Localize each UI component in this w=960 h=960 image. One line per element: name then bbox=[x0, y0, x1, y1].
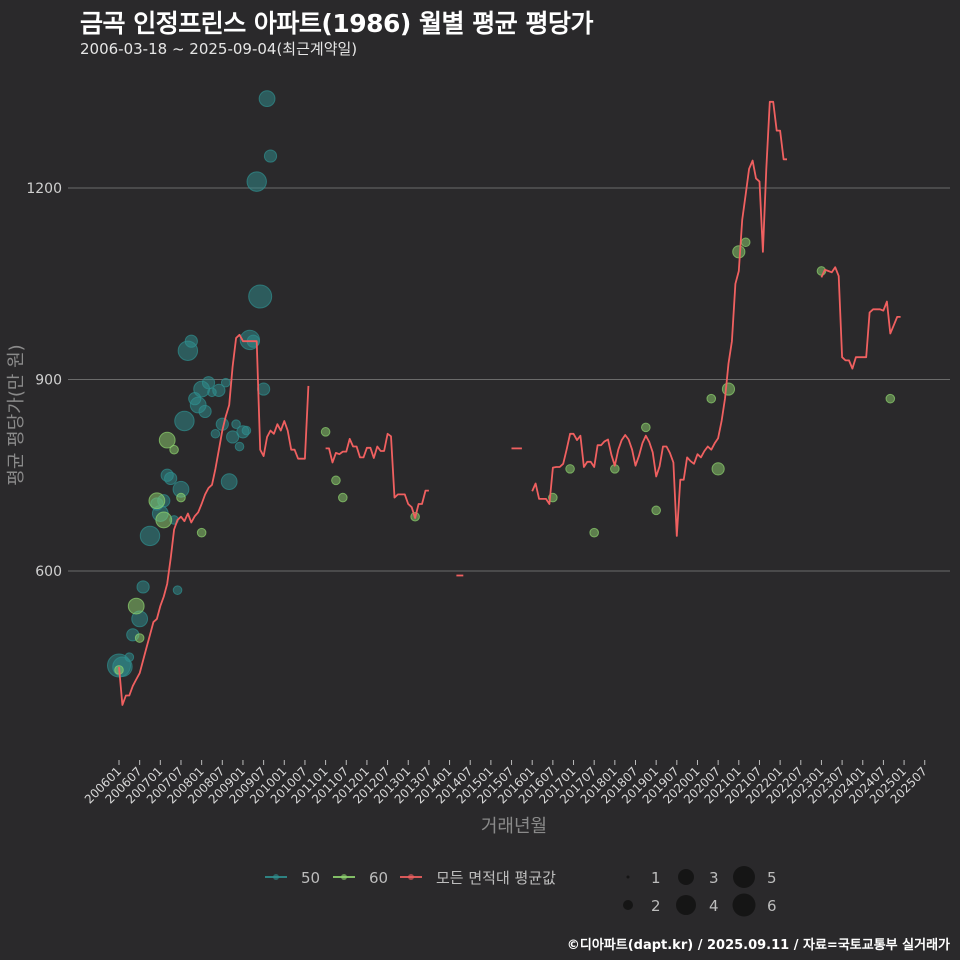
data-bubble bbox=[158, 431, 176, 449]
data-bubble bbox=[174, 410, 195, 432]
y-tick-label: 600 bbox=[35, 564, 62, 580]
data-bubble bbox=[565, 464, 575, 474]
data-bubble bbox=[231, 419, 241, 429]
data-bubble bbox=[651, 505, 661, 516]
data-bubble bbox=[711, 462, 725, 476]
data-bubble bbox=[201, 376, 216, 390]
average-line bbox=[118, 100, 901, 706]
data-bubble bbox=[234, 441, 245, 452]
chart-title: 금곡 인정프린스 아파트(1986) 월별 평균 평당가 bbox=[80, 9, 593, 38]
legend-size-label: 3 bbox=[709, 869, 719, 887]
data-bubble bbox=[127, 597, 145, 615]
gridlines bbox=[68, 187, 950, 572]
legend-label: 60 bbox=[369, 869, 388, 887]
footer-credit: ©디아파트(dapt.kr) / 2025.09.11 / 자료=국토교통부 실… bbox=[566, 938, 950, 953]
data-bubble bbox=[338, 492, 348, 503]
chart-subtitle: 2006-03-18 ~ 2025-09-04(최근계약일) bbox=[80, 40, 358, 58]
data-bubble bbox=[263, 149, 278, 163]
legend-size-key bbox=[733, 866, 755, 888]
data-bubble bbox=[184, 334, 198, 348]
data-bubble bbox=[226, 430, 240, 444]
data-bubble bbox=[198, 404, 212, 419]
y-tick-label: 1200 bbox=[26, 181, 62, 197]
data-bubble bbox=[210, 428, 221, 439]
data-bubble bbox=[212, 383, 226, 397]
y-tick-label: 900 bbox=[35, 373, 62, 389]
legend-size-label: 5 bbox=[767, 869, 777, 887]
data-bubble bbox=[164, 471, 178, 486]
legend-size-key bbox=[626, 875, 630, 879]
legend: 50 60 모든 면적대 평균값 1 2 3 4 5 6 bbox=[265, 866, 777, 917]
legend-size-key bbox=[732, 893, 756, 917]
average-line-segment bbox=[531, 100, 787, 537]
data-bubble bbox=[148, 492, 166, 510]
data-bubble bbox=[706, 393, 717, 404]
legend-size-label: 4 bbox=[709, 897, 719, 915]
data-bubble bbox=[732, 245, 746, 259]
x-axis-label: 거래년월 bbox=[481, 816, 547, 837]
legend-size-key bbox=[676, 895, 696, 915]
data-bubble bbox=[248, 284, 273, 309]
legend-label: 모든 면적대 평균값 bbox=[436, 869, 556, 887]
data-bubble bbox=[196, 527, 207, 538]
data-bubble bbox=[258, 90, 276, 108]
data-bubble bbox=[740, 237, 751, 248]
data-bubble bbox=[320, 427, 331, 437]
data-bubble bbox=[257, 382, 271, 396]
average-line-segment bbox=[325, 432, 429, 519]
data-bubble bbox=[331, 475, 341, 486]
data-bubble bbox=[885, 393, 896, 404]
x-axis-ticks: 2006012006072007012007072008012008072009… bbox=[82, 760, 930, 807]
data-bubble bbox=[220, 473, 238, 491]
data-bubble bbox=[589, 527, 599, 538]
legend-size-label: 2 bbox=[651, 897, 661, 915]
y-axis-ticks: 600 900 1200 bbox=[26, 181, 62, 580]
bubble-layer bbox=[107, 90, 896, 678]
y-axis-label: 평균 평당가(만 원) bbox=[6, 344, 27, 485]
data-bubble bbox=[641, 422, 651, 433]
legend-size-key bbox=[623, 900, 633, 910]
average-line-segment bbox=[820, 266, 901, 370]
data-bubble bbox=[136, 580, 150, 594]
data-bubble bbox=[241, 425, 252, 436]
legend-label: 50 bbox=[301, 869, 320, 887]
data-bubble bbox=[139, 525, 161, 547]
legend-size-label: 6 bbox=[767, 897, 777, 915]
data-bubble bbox=[172, 585, 183, 595]
data-bubble bbox=[155, 511, 173, 529]
data-bubble bbox=[246, 171, 267, 192]
average-line-segment bbox=[118, 333, 310, 706]
data-bubble bbox=[176, 492, 186, 503]
legend-size-key bbox=[678, 869, 694, 885]
data-bubble bbox=[169, 444, 179, 455]
data-bubble bbox=[220, 377, 231, 388]
data-bubble bbox=[721, 382, 736, 396]
legend-size-label: 1 bbox=[651, 869, 661, 887]
data-bubble bbox=[134, 633, 145, 643]
data-bubble bbox=[124, 652, 135, 662]
